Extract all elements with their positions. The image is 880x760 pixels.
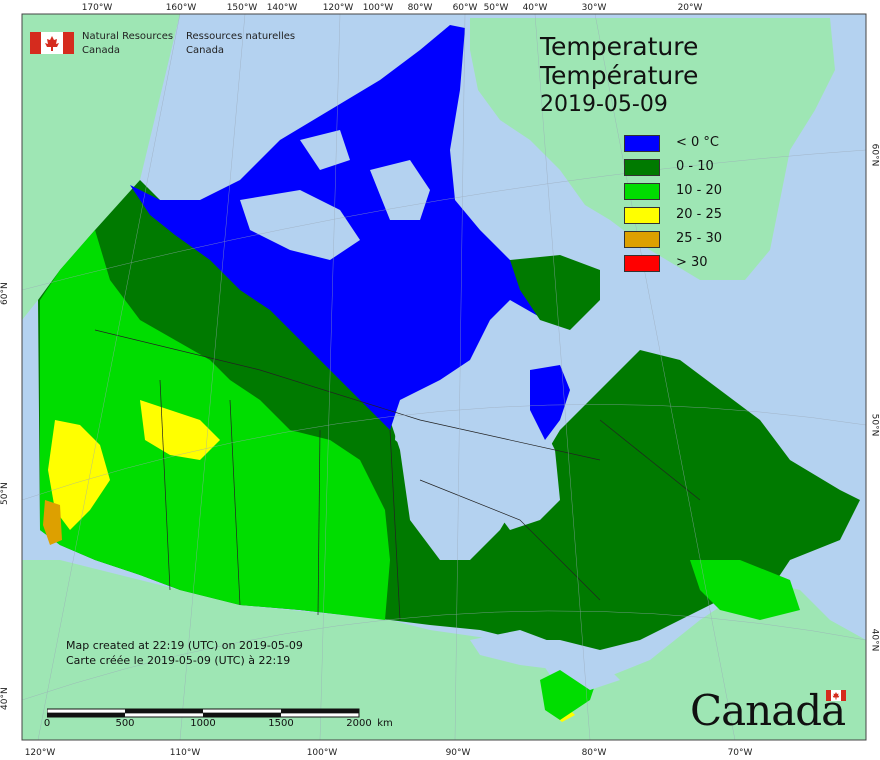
axis-top-label: 40°W: [522, 3, 548, 13]
legend-swatch: [624, 255, 660, 272]
axis-top-label: 50°W: [483, 3, 509, 13]
creation-note-en: Map created at 22:19 (UTC) on 2019-05-09: [66, 639, 303, 652]
arctic-channel-3: [300, 130, 350, 170]
axis-bottom-label: 110°W: [169, 748, 201, 758]
legend-label: > 30: [676, 255, 708, 270]
axis-left-label: 60°N: [0, 282, 10, 305]
title-fr: Température: [540, 61, 699, 90]
creation-note: Map created at 22:19 (UTC) on 2019-05-09…: [66, 638, 303, 668]
scale-bar-graphic: [46, 708, 360, 718]
axis-bottom-label: 80°W: [581, 748, 607, 758]
scale-unit: km: [377, 718, 393, 729]
arctic-channel-2: [370, 160, 430, 220]
legend-label: 10 - 20: [676, 183, 723, 198]
canada-zone-20-25-bc: [48, 420, 110, 530]
agency-name-fr-line1: Ressources naturelles: [186, 31, 296, 42]
canada-zone-10-20: [40, 230, 390, 620]
alaska: [22, 14, 180, 320]
hudson-bay: [395, 340, 560, 530]
canada-flag-icon: [30, 32, 74, 54]
axis-top-label: 20°W: [677, 3, 703, 13]
provincial-borders: [94, 329, 701, 621]
axis-bottom-label: 100°W: [306, 748, 338, 758]
scale-tick: 0: [43, 718, 51, 729]
wordmark-flag-icon: [826, 690, 846, 701]
axis-bottom-label: 70°W: [727, 748, 753, 758]
canada-zone-25-30-bc: [43, 500, 62, 545]
scale-tick: 1000: [190, 718, 216, 729]
axis-bottom-label: 120°W: [24, 748, 56, 758]
great-lakes: [470, 630, 620, 690]
axis-top-label: 160°W: [165, 3, 197, 13]
legend-label: 0 - 10: [676, 159, 714, 174]
axis-left-label: 40°N: [0, 687, 10, 710]
legend-label: 25 - 30: [676, 231, 723, 246]
arctic-channel: [240, 190, 360, 260]
canada-wordmark: Canada: [690, 686, 846, 735]
axis-right-label: 50°N: [869, 413, 880, 437]
scale-tick: 1500: [268, 718, 294, 729]
map-title: Temperature Température 2019-05-09: [540, 32, 698, 119]
canada-zone-0-10-baffin: [510, 255, 600, 330]
axis-bottom-label: 90°W: [445, 748, 471, 758]
scale-tick: 500: [115, 718, 135, 729]
axis-top-label: 120°W: [322, 3, 354, 13]
creation-note-fr: Carte créée le 2019-05-09 (UTC) à 22:19: [66, 654, 291, 667]
legend-label: 20 - 25: [676, 207, 723, 222]
usa: [22, 560, 866, 740]
axis-top-label: 60°W: [452, 3, 478, 13]
legend-swatch: [624, 207, 660, 224]
legend-swatch: [624, 183, 660, 200]
axis-right-label: 60°N: [869, 143, 880, 167]
legend-swatch: [624, 159, 660, 176]
canada-zone-20-25-alberta: [140, 400, 220, 460]
agency-name-fr-line2: Canada: [186, 45, 225, 56]
axis-left-label: 50°N: [0, 482, 10, 505]
scale-bar: 0 500 1000 1500 2000 km: [44, 705, 393, 729]
title-en: Temperature: [540, 32, 699, 61]
canada-zone-below-0-quebec: [530, 365, 570, 440]
canada-zone-10-20-maritimes: [690, 560, 800, 620]
axis-top-label: 140°W: [266, 3, 298, 13]
agency-name-en-line2: Canada: [82, 45, 121, 56]
axis-top-label: 150°W: [226, 3, 258, 13]
title-date: 2019-05-09: [540, 92, 668, 117]
legend-label: < 0 °C: [676, 135, 720, 150]
legend-swatch: [624, 135, 660, 152]
axis-top-label: 30°W: [581, 3, 607, 13]
scale-tick: 2000: [346, 718, 372, 729]
axis-top-label: 170°W: [81, 3, 113, 13]
agency-name-en-line1: Natural Resources: [82, 31, 174, 42]
graticule: [21, 13, 867, 741]
axis-right-label: 40°N: [869, 628, 880, 652]
axis-top-label: 100°W: [362, 3, 394, 13]
legend-swatch: [624, 231, 660, 248]
axis-top-label: 80°W: [407, 3, 433, 13]
